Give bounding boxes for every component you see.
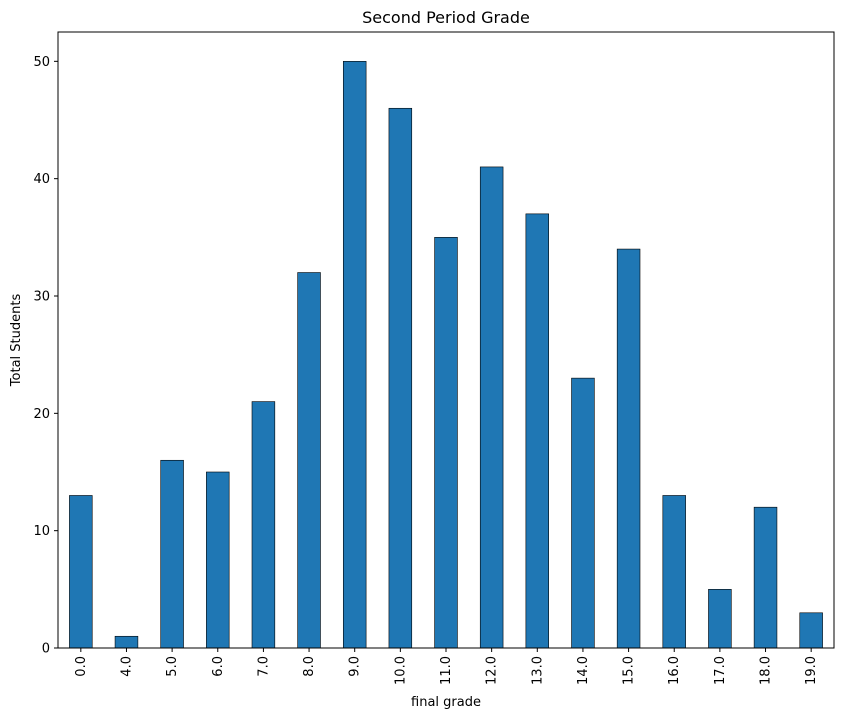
x-tick-label: 18.0 <box>759 656 774 685</box>
x-tick-label: 17.0 <box>713 656 728 685</box>
bar-13.0 <box>525 213 550 649</box>
x-tick-label: 4.0 <box>119 656 134 677</box>
bar-6.0 <box>206 471 230 649</box>
chart-title: Second Period Grade <box>362 8 530 27</box>
x-tick-label: 13.0 <box>530 656 545 685</box>
bar-19.0 <box>799 612 823 649</box>
x-ticks-group: 0.0 4.0 5.0 6.0 7.0 8.0 9.0 10.0 11.0 12.0 13.0 14.… <box>74 648 819 685</box>
bar-10.0 <box>388 107 413 649</box>
x-tick-label: 0.0 <box>74 656 89 677</box>
x-tick-label: 11.0 <box>439 656 454 685</box>
y-tick-label: 0 <box>42 642 50 657</box>
bar-5.0 <box>160 459 184 649</box>
x-tick-label: 19.0 <box>804 656 819 685</box>
bar-15.0 <box>616 248 641 649</box>
y-tick-label: 20 <box>33 407 50 422</box>
x-tick-label: 16.0 <box>667 656 682 685</box>
x-tick-label: 8.0 <box>302 656 317 677</box>
bar-12.0 <box>479 166 504 649</box>
x-tick-label: 15.0 <box>622 656 637 685</box>
bar-4.0 <box>114 635 139 649</box>
y-tick-label: 40 <box>33 172 50 187</box>
y-tick-label: 10 <box>33 524 50 539</box>
x-tick-label: 7.0 <box>256 656 271 677</box>
x-axis-label: final grade <box>411 695 481 710</box>
y-axis-label: Total Students <box>9 294 24 388</box>
bar-9.0 <box>342 61 367 649</box>
bar-17.0 <box>708 589 732 649</box>
x-tick-label: 14.0 <box>576 656 591 685</box>
y-tick-label: 50 <box>33 55 50 70</box>
bar-0.0 <box>69 495 93 649</box>
x-tick-label: 12.0 <box>485 656 500 685</box>
y-ticks-group: 0 10 20 30 40 50 <box>33 55 58 657</box>
y-tick-label: 30 <box>33 290 50 305</box>
x-tick-label: 5.0 <box>165 656 180 677</box>
bar-18.0 <box>753 506 778 649</box>
x-tick-label: 6.0 <box>211 656 226 677</box>
plot-frame <box>57 31 835 649</box>
bar-14.0 <box>571 377 595 649</box>
bar-8.0 <box>297 272 321 649</box>
x-tick-label: 10.0 <box>393 656 408 685</box>
bar-16.0 <box>662 495 686 649</box>
bars-group <box>69 61 823 649</box>
x-tick-label: 9.0 <box>348 656 363 677</box>
bar-7.0 <box>251 401 276 649</box>
bar-11.0 <box>434 237 458 649</box>
